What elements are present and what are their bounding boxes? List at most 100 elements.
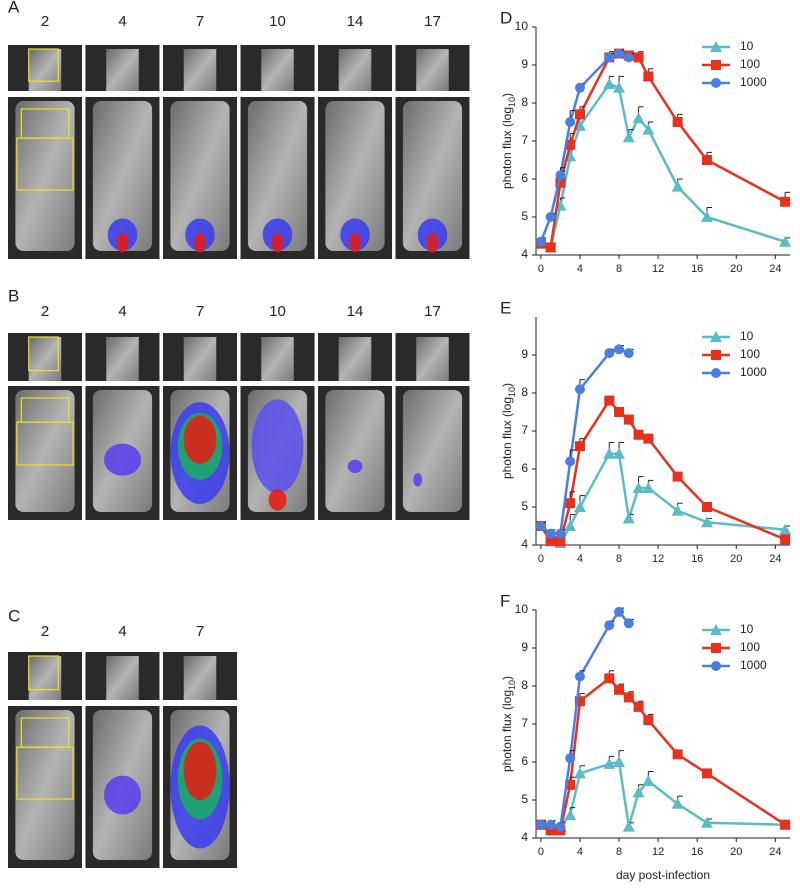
marker [622, 512, 635, 524]
marker [545, 242, 556, 253]
marker [700, 211, 713, 222]
series-line [540, 609, 630, 829]
day-label: 17 [424, 13, 441, 30]
marker [623, 618, 634, 629]
marker [604, 620, 615, 631]
marker [555, 177, 566, 188]
x-tick-label: 12 [652, 263, 664, 275]
roi-box [16, 421, 74, 466]
signal [183, 415, 217, 464]
y-tick-label: 9 [521, 57, 528, 71]
x-tick-label: 4 [577, 553, 583, 565]
marker [701, 155, 712, 165]
marker [555, 536, 566, 547]
series-line [540, 760, 786, 828]
signal [194, 233, 206, 253]
body-fur [92, 101, 153, 251]
marker [603, 447, 616, 459]
marker [780, 196, 791, 207]
y-tick-label: 4 [521, 537, 528, 551]
marker [632, 112, 645, 124]
marker [671, 797, 684, 809]
marker [545, 536, 556, 547]
y-tick-label: 5 [521, 209, 528, 223]
marker [633, 52, 644, 63]
marker [545, 825, 556, 836]
y-tick-label: 8 [521, 385, 528, 399]
y-tick-label: 7 [521, 716, 528, 730]
body-fur [325, 101, 385, 251]
marker [573, 119, 586, 131]
y-tick-label: 6 [521, 754, 528, 768]
panel-letter: D [500, 8, 512, 27]
x-tick-label: 8 [616, 263, 622, 275]
day-label: 17 [424, 303, 441, 320]
roi-box [16, 746, 74, 800]
y-tick-label: 7 [521, 133, 528, 147]
day-label: 14 [347, 303, 364, 320]
legend-label: 1000 [740, 75, 767, 89]
marker [574, 384, 585, 395]
signal [116, 233, 129, 253]
y-tick-label: 5 [521, 499, 528, 513]
marker [614, 684, 625, 695]
day-label: 7 [196, 303, 204, 320]
signal [104, 443, 141, 476]
marker [555, 170, 566, 181]
y-tick-label: 4 [521, 247, 528, 261]
y-label-part: photon flux (log [500, 107, 514, 189]
roi-box [28, 655, 59, 691]
panel-letter: E [500, 298, 511, 317]
x-axis-label: day post-infection [616, 868, 710, 882]
legend-marker [710, 624, 722, 635]
marker [573, 767, 586, 779]
marker [535, 819, 546, 830]
marker [642, 482, 655, 493]
signal [251, 399, 304, 494]
marker [700, 816, 713, 828]
signal [347, 459, 363, 474]
x-tick-label: 20 [730, 553, 742, 565]
legend-label: 100 [740, 57, 760, 71]
series-line [539, 398, 786, 543]
panel-letter: A [8, 0, 20, 16]
y-tick-label: 8 [521, 95, 528, 109]
x-tick-label: 8 [616, 846, 622, 858]
signal [104, 775, 141, 815]
body-fur [402, 101, 463, 251]
roi-box [28, 48, 59, 82]
marker [632, 482, 645, 493]
day-label: 4 [118, 303, 126, 320]
x-tick-label: 24 [769, 846, 781, 858]
marker [604, 52, 615, 63]
y-label-part: 10 [507, 680, 517, 690]
panel-letter: F [500, 591, 510, 610]
marker [565, 753, 576, 764]
head-fur [183, 49, 217, 91]
marker [672, 749, 683, 760]
x-tick-label: 24 [769, 553, 781, 565]
x-tick-label: 4 [577, 263, 583, 275]
marker [574, 82, 585, 93]
marker [633, 429, 644, 440]
signal [268, 489, 287, 511]
body-fur [15, 101, 75, 251]
roi-box [28, 336, 59, 372]
marker [642, 123, 655, 135]
marker [623, 414, 634, 425]
marker [545, 212, 556, 222]
marker [565, 498, 576, 509]
marker [535, 236, 546, 247]
head-fur [338, 49, 372, 91]
marker [564, 520, 577, 531]
legend-label: 1000 [740, 658, 767, 672]
head-fur [28, 656, 62, 700]
marker [574, 109, 585, 120]
marker [632, 786, 645, 798]
day-label: 14 [347, 13, 364, 30]
marker [633, 701, 644, 712]
marker [643, 433, 654, 444]
marker [574, 696, 585, 707]
x-tick-label: 16 [691, 263, 703, 275]
legend-label: 100 [740, 640, 760, 654]
